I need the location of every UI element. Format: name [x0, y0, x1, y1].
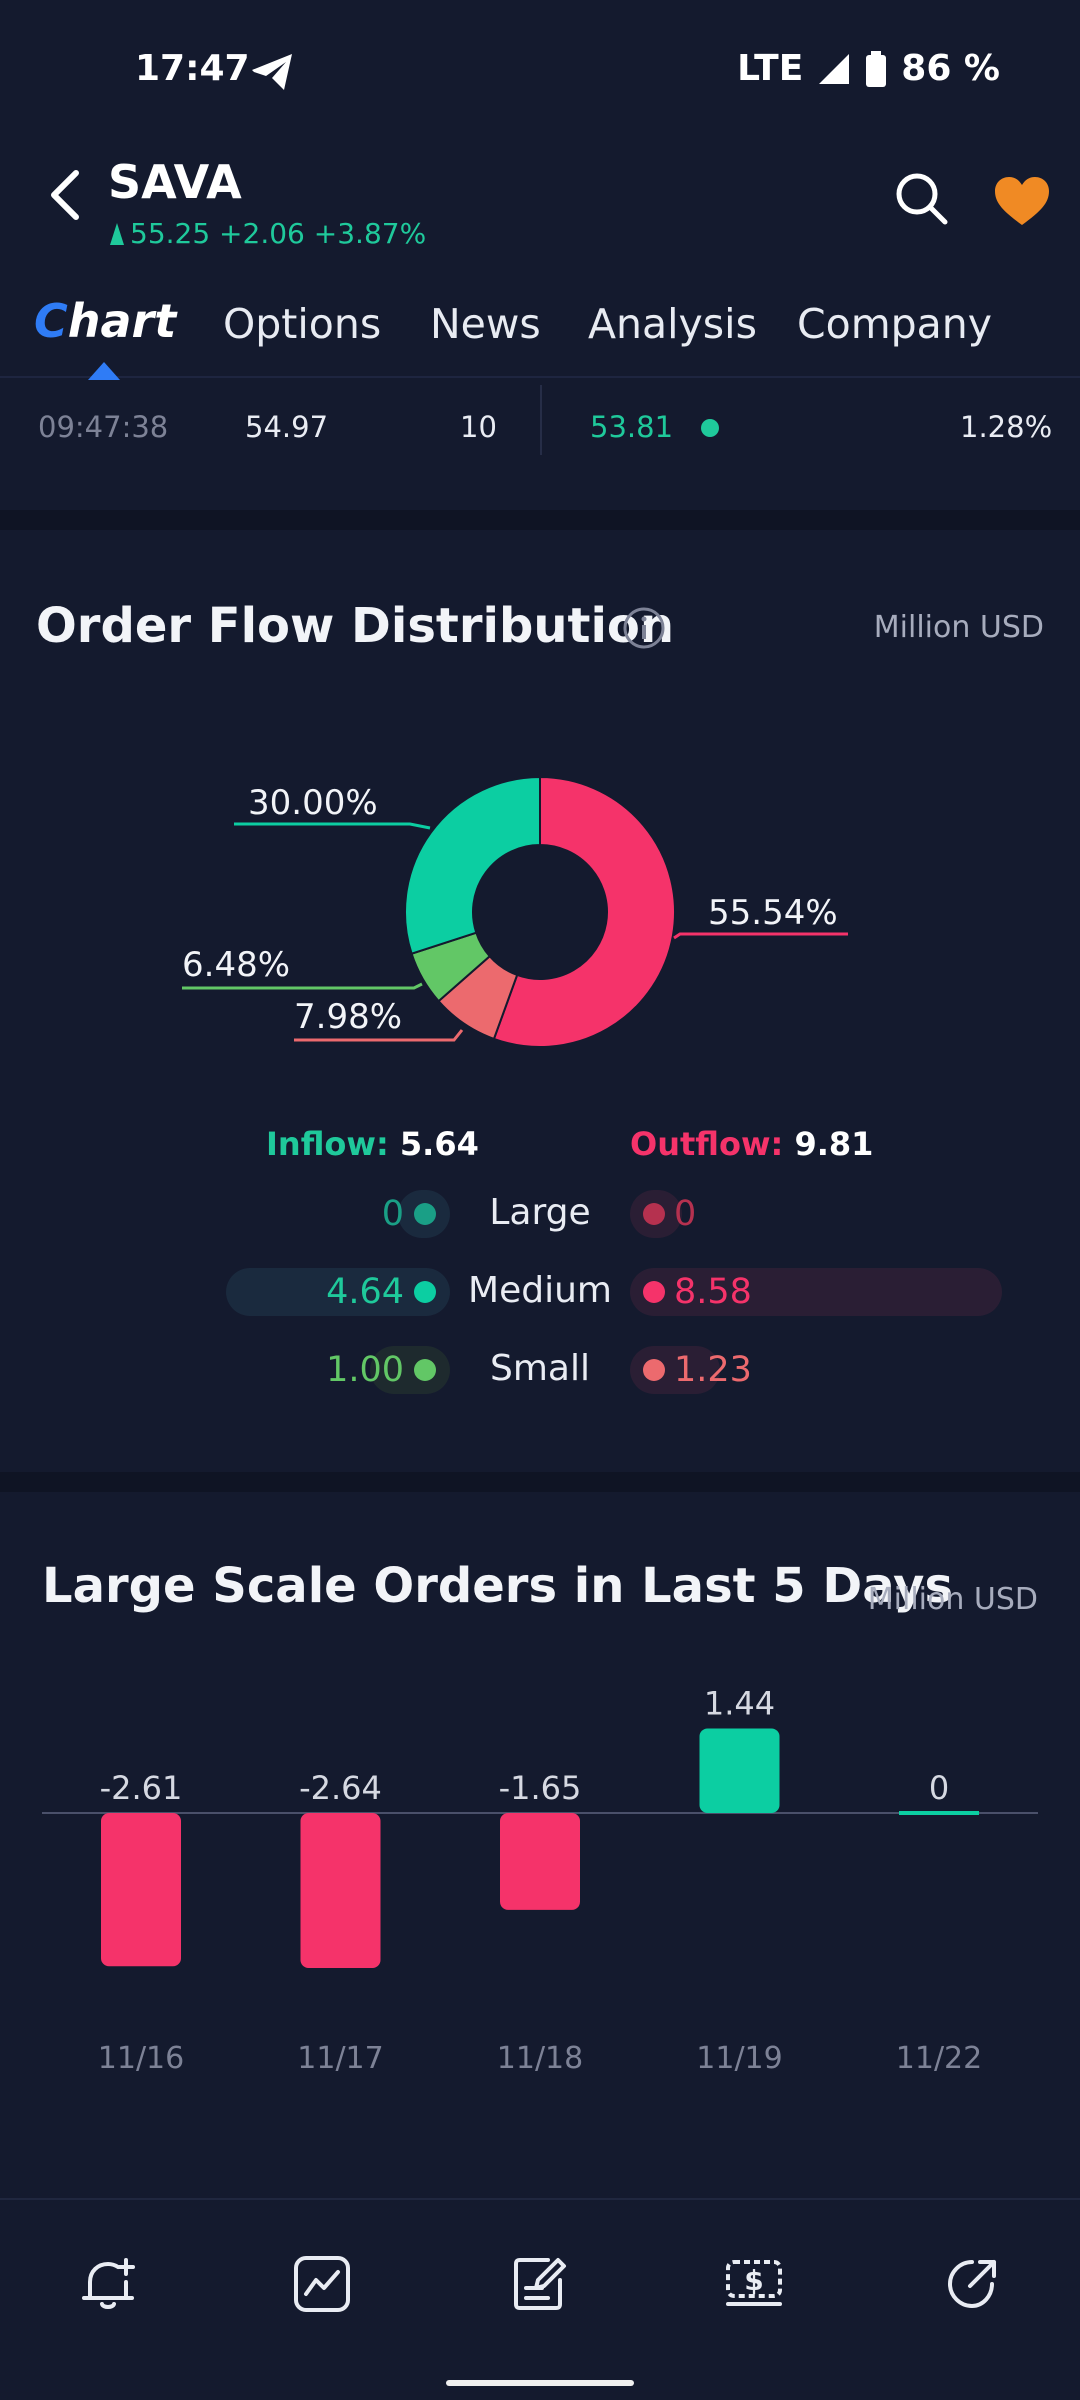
- inflow-large-value: 0: [381, 1194, 404, 1234]
- bar-value-label: 1.44: [704, 1684, 775, 1722]
- tab-options[interactable]: Options: [223, 300, 382, 348]
- bar[interactable]: [101, 1813, 181, 1967]
- row-label-medium: Medium: [468, 1270, 612, 1311]
- info-icon[interactable]: [622, 606, 666, 650]
- outflow-summary: Outflow: 9.81: [630, 1125, 873, 1163]
- tab-company[interactable]: Company: [797, 300, 993, 348]
- share-arrow-icon[interactable]: [940, 2252, 1004, 2316]
- outflow-bar: [630, 1268, 1002, 1316]
- bell-plus-icon[interactable]: [76, 2252, 140, 2316]
- outflow-small-value: 1.23: [674, 1350, 752, 1390]
- tick-pct: 1.28%: [960, 410, 1053, 444]
- inflow-medium-value: 4.64: [326, 1272, 404, 1312]
- x-tick-label: 11/16: [98, 2041, 184, 2076]
- signal-icon: [819, 53, 850, 84]
- x-tick-label: 11/17: [297, 2041, 383, 2076]
- x-tick-label: 11/19: [696, 2041, 782, 2076]
- slice-leader-line: [673, 932, 848, 940]
- battery-icon: [866, 50, 887, 87]
- section-separator: [0, 1472, 1080, 1492]
- note-edit-icon[interactable]: [508, 2252, 572, 2316]
- active-tab-indicator: [88, 362, 120, 380]
- bar-value-label: -1.65: [499, 1769, 582, 1807]
- stock-quote: 55.25 +2.06 +3.87%: [110, 217, 426, 250]
- quote-value: 55.25 +2.06 +3.87%: [130, 217, 427, 250]
- home-indicator[interactable]: [446, 2380, 634, 2386]
- tick-volume: 10: [460, 410, 497, 444]
- inflow-dot: [414, 1203, 436, 1225]
- tick-status-dot: [701, 419, 719, 437]
- bar-value-label: -2.64: [299, 1769, 382, 1807]
- favorite-heart-icon[interactable]: [993, 175, 1051, 227]
- tick-time: 09:47:38: [38, 410, 169, 444]
- inflow-bar: [226, 1268, 450, 1316]
- tick-price: 54.97: [245, 410, 329, 444]
- large-orders-title: Large Scale Orders in Last 5 Days: [42, 1558, 954, 1614]
- tab-chart[interactable]: Chart: [34, 294, 177, 348]
- svg-text:$: $: [744, 2264, 763, 2297]
- tab-analysis[interactable]: Analysis: [588, 300, 757, 348]
- bar[interactable]: [300, 1813, 381, 1968]
- slice-label: 30.00%: [248, 783, 378, 823]
- x-tick-label: 11/22: [896, 2041, 982, 2076]
- tick-price-2: 53.81: [590, 410, 674, 444]
- dollar-ticket-icon[interactable]: $: [722, 2252, 786, 2316]
- donut-slice: [404, 775, 541, 955]
- search-icon[interactable]: [893, 170, 949, 226]
- inflow-dot: [414, 1359, 436, 1381]
- order-flow-donut-chart: 55.54% 7.98%6.48% 30.00%: [182, 775, 848, 1048]
- bar-value-label: 0: [929, 1769, 949, 1807]
- inflow-small-value: 1.00: [326, 1350, 404, 1390]
- battery-label: 86 %: [901, 48, 1000, 89]
- outflow-dot: [643, 1359, 665, 1381]
- flow-row-large: 0 Large 0: [0, 1184, 1080, 1244]
- large-orders-unit: Million USD: [867, 1582, 1038, 1617]
- stock-header: SAVA 55.25 +2.06 +3.87%: [0, 145, 1080, 260]
- inflow-bar: [370, 1346, 450, 1394]
- tick-row: 09:47:38 54.97 10 53.81 1.28%: [0, 385, 1080, 485]
- outflow-dot: [643, 1203, 665, 1225]
- bottom-toolbar: $: [0, 2198, 1080, 2400]
- outflow-label: Outflow:: [630, 1125, 784, 1163]
- row-label-small: Small: [490, 1348, 590, 1389]
- x-tick-label: 11/18: [497, 2041, 583, 2076]
- back-arrow-icon[interactable]: [46, 167, 82, 223]
- inflow-value: 5.64: [399, 1125, 479, 1163]
- outflow-medium-value: 8.58: [674, 1272, 752, 1312]
- slice-label: 55.54%: [708, 893, 838, 933]
- slice-label: 7.98%: [294, 997, 402, 1037]
- slice-leader-line: [294, 1029, 464, 1042]
- tick-divider: [540, 385, 542, 455]
- donut-slice: [492, 775, 676, 1048]
- flow-row-medium: 4.64 Medium 8.58: [0, 1262, 1080, 1322]
- telegram-icon: [252, 54, 292, 90]
- bar-value-label: -2.61: [100, 1769, 183, 1807]
- inflow-summary: Inflow: 5.64: [266, 1125, 479, 1163]
- large-orders-bar-chart: -2.61 11/16 -2.64 11/17 -1.65 11/18 1.44 11/19 0…: [42, 1684, 1038, 2076]
- slice-leader-line: [182, 982, 423, 990]
- inflow-label: Inflow:: [266, 1125, 389, 1163]
- tab-bar: Chart Options News Analysis Company: [0, 290, 1080, 380]
- status-bar: 17:47 LTE 86 %: [0, 0, 1080, 145]
- outflow-dot: [643, 1281, 665, 1303]
- bar[interactable]: [500, 1813, 580, 1910]
- outflow-value: 9.81: [794, 1125, 874, 1163]
- stock-symbol: SAVA: [108, 155, 242, 209]
- network-label: LTE: [737, 48, 804, 89]
- flow-row-small: 1.00 Small 1.23: [0, 1340, 1080, 1400]
- bar[interactable]: [899, 1811, 979, 1815]
- slice-leader-line: [234, 822, 431, 830]
- section-separator: [0, 510, 1080, 530]
- up-arrow-icon: [110, 222, 124, 245]
- inflow-dot: [414, 1281, 436, 1303]
- outflow-large-value: 0: [674, 1194, 697, 1234]
- order-flow-title: Order Flow Distribution: [36, 598, 675, 654]
- chart-line-icon[interactable]: [290, 2252, 354, 2316]
- row-label-large: Large: [489, 1192, 591, 1233]
- bar[interactable]: [699, 1728, 780, 1813]
- tab-news[interactable]: News: [430, 300, 541, 348]
- order-flow-unit: Million USD: [873, 610, 1044, 645]
- status-time: 17:47: [135, 48, 250, 89]
- slice-label: 6.48%: [182, 945, 290, 985]
